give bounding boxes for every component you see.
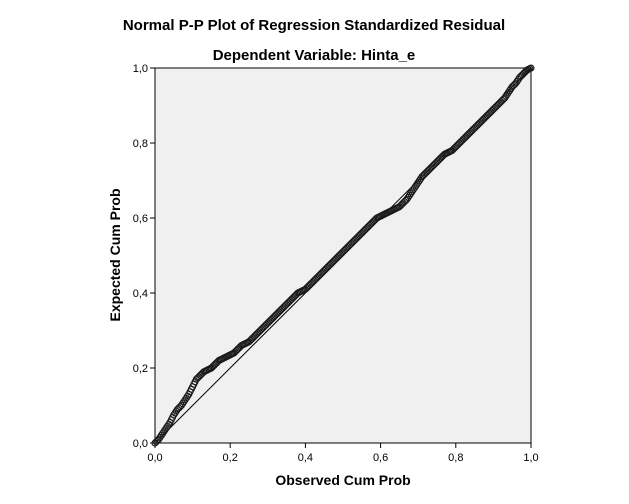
x-tick-label: 0,2 <box>223 452 238 464</box>
x-tick-label: 0,0 <box>147 452 162 464</box>
x-tick-label: 0,6 <box>373 452 388 464</box>
chart-title: Normal P-P Plot of Regression Standardiz… <box>123 17 505 34</box>
y-axis-title: Expected Cum Prob <box>107 188 123 321</box>
y-tick-label: 0,4 <box>133 288 148 300</box>
x-tick-label: 0,8 <box>448 452 463 464</box>
y-axis: 0,0 0,2 0,4 0,6 0,8 1,0 <box>133 63 155 450</box>
chart-subtitle: Dependent Variable: Hinta_e <box>213 47 416 64</box>
data-points <box>151 64 535 447</box>
x-tick-label: 0,4 <box>298 452 313 464</box>
y-tick-label: 0,2 <box>133 363 148 375</box>
y-tick-label: 0,6 <box>133 213 148 225</box>
y-tick-label: 0,0 <box>133 438 148 450</box>
y-tick-label: 0,8 <box>133 138 148 150</box>
y-tick-label: 1,0 <box>133 63 148 75</box>
x-axis: 0,0 0,2 0,4 0,6 0,8 1,0 <box>147 443 539 464</box>
x-axis-title: Observed Cum Prob <box>275 472 410 488</box>
x-tick-label: 1,0 <box>523 452 538 464</box>
data-point <box>527 64 535 72</box>
